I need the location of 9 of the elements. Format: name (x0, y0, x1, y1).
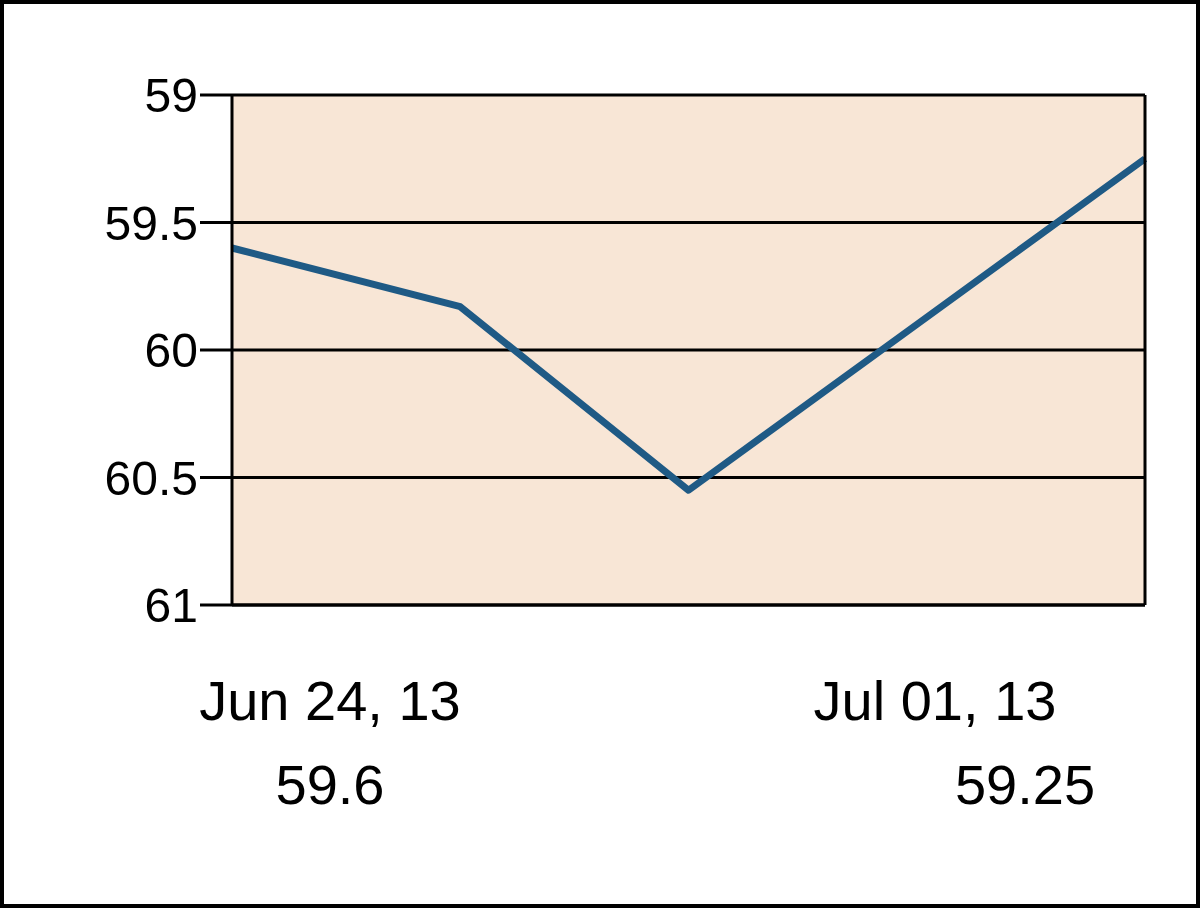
y-tick-label: 60.5 (104, 451, 198, 505)
text: 59.6 (274, 752, 386, 817)
text: Jun 24, 13 (198, 668, 462, 733)
text: 59.25 (953, 752, 1097, 817)
y-tick-label: 61 (144, 579, 198, 633)
y-tick-label: 60 (144, 324, 198, 378)
y-tick-label: 59 (144, 69, 198, 123)
text: Jul 01, 13 (812, 668, 1058, 733)
y-tick-label: 59.5 (104, 196, 198, 250)
